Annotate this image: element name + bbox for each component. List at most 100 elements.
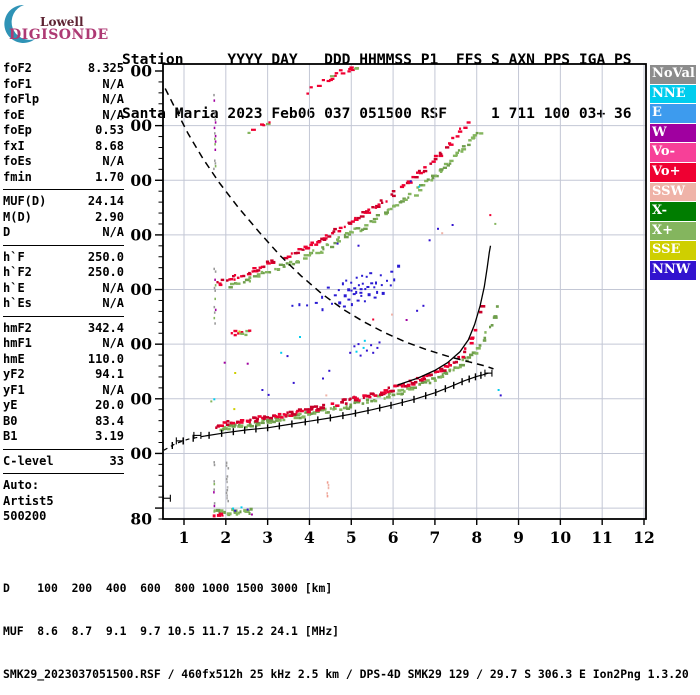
param-label: hmE <box>3 351 25 366</box>
param-row: hmE 110.0 <box>3 352 124 368</box>
y-tick-label: 200 <box>130 444 152 463</box>
param-value: 83.4 <box>95 413 124 428</box>
trace-f-omode <box>215 305 486 429</box>
y-tick-label: 600 <box>130 225 152 244</box>
param-label: fxI <box>3 138 25 153</box>
param-label: B0 <box>3 413 18 428</box>
param-label: h`Es <box>3 296 32 310</box>
param-value: N/A <box>102 296 124 310</box>
param-value: 110.0 <box>87 351 124 366</box>
param-row: MUF(D) 24.14 <box>3 194 124 210</box>
muf-frequency-row: MUF 8.6 8.7 9.1 9.7 10.5 11.7 15.2 24.1 … <box>3 624 340 639</box>
plot-grid <box>163 64 646 519</box>
param-label: fmin <box>3 169 32 184</box>
trace-hop2-omode <box>216 121 471 287</box>
param-row: Artist5 <box>3 494 124 510</box>
param-value: 250.0 <box>87 265 124 279</box>
param-row: hmF2 342.4 <box>3 321 124 337</box>
legend-item-noval: NoVal <box>650 65 696 84</box>
legend-item-nnw: NNW <box>650 260 696 280</box>
param-label: hmF2 <box>3 320 32 335</box>
legend-item-sse: SSE <box>650 241 696 260</box>
y-tick-label: 900 <box>130 62 152 81</box>
y-tick-label: 400 <box>130 335 152 354</box>
x-tick-label: 3 <box>262 528 273 547</box>
param-label: foEs <box>3 154 32 168</box>
param-value: 1.70 <box>95 169 124 184</box>
param-value: N/A <box>102 225 124 239</box>
panel-divider <box>3 189 124 190</box>
param-value: 2.90 <box>95 209 124 224</box>
ionogram-canvas: 1234567891011129008007006005004003002008… <box>130 62 655 547</box>
trace-hop3 <box>306 66 359 95</box>
param-row: foF1 N/A <box>3 77 124 93</box>
param-label: foEp <box>3 123 32 137</box>
param-row: h`F2 250.0 <box>3 265 124 281</box>
param-label: B1 <box>3 429 18 443</box>
param-value: N/A <box>102 76 124 91</box>
ionogram-plot: 1234567891011129008007006005004003002008… <box>130 55 700 555</box>
param-label: D <box>3 225 11 239</box>
param-value: 8.68 <box>95 138 124 153</box>
param-row: foEs N/A <box>3 154 124 170</box>
param-row: Auto: <box>3 478 124 494</box>
param-label: yF2 <box>3 367 25 381</box>
echo-direction-legend: NoVal NNE E W Vo- Vo+ SSW X- X+ SSE NNW <box>650 65 696 281</box>
param-row: D N/A <box>3 225 124 241</box>
param-value: 250.0 <box>87 249 124 264</box>
lowell-digisonde-logo: Lowell DIGISONDE <box>2 2 120 54</box>
param-row: yE 20.0 <box>3 398 124 414</box>
x-tick-label: 5 <box>346 528 357 547</box>
panel-divider <box>3 244 124 246</box>
param-label: MUF(D) <box>3 194 47 208</box>
trace-hop3 <box>247 121 271 134</box>
logo-text-lowell: Lowell <box>40 15 84 29</box>
legend-item-vo: Vo- <box>650 143 696 162</box>
param-label: h`F <box>3 249 25 264</box>
param-value: N/A <box>102 280 124 295</box>
header-station-values: Santa Maria 2023 Feb06 037 051500 RSF 1 … <box>122 105 632 122</box>
x-tick-label: 4 <box>304 528 315 547</box>
plot-axes: 1234567891011129008007006005004003002008… <box>130 62 655 547</box>
muf-transmission-curve <box>164 88 494 370</box>
spread-f-cluster <box>291 264 401 312</box>
param-value: N/A <box>102 154 124 168</box>
param-value: N/A <box>102 382 124 397</box>
legend-item-vo: Vo+ <box>650 162 696 182</box>
param-row: hmF1 N/A <box>3 336 124 352</box>
param-row: yF1 N/A <box>3 383 124 399</box>
param-label: yF1 <box>3 382 25 397</box>
trace-es-band-red <box>212 512 224 518</box>
param-row: M(D) 2.90 <box>3 210 124 226</box>
y-tick-label: 500 <box>130 280 152 299</box>
param-label: C-level <box>3 453 54 468</box>
param-row: foEp 0.53 <box>3 123 124 139</box>
param-label: h`E <box>3 280 25 295</box>
param-row: C-level 33 <box>3 454 124 470</box>
x-tick-label: 12 <box>633 528 655 547</box>
param-row: h`E N/A <box>3 281 124 297</box>
x-tick-label: 9 <box>513 528 524 547</box>
status-footer: D 100 200 400 600 800 1000 1500 3000 [km… <box>3 553 689 695</box>
param-value: 20.0 <box>95 398 124 412</box>
param-value: 342.4 <box>87 320 124 335</box>
param-row: foF2 8.325 <box>3 61 124 77</box>
file-info-row: SMK29_2023037051500.RSF / 460fx512h 25 k… <box>3 666 689 681</box>
x-tick-label: 1 <box>179 528 190 547</box>
param-label: Artist5 <box>3 493 54 508</box>
param-value: 0.53 <box>95 123 124 137</box>
y-tick-label: 700 <box>130 171 152 190</box>
digisonde-ionogram-app: { "logo": {"brand_top": "Lowell", "brand… <box>2 2 700 681</box>
panel-divider <box>3 473 124 474</box>
interference-columns <box>213 93 330 513</box>
x-tick-label: 6 <box>388 528 399 547</box>
param-label: foF1 <box>3 76 32 91</box>
param-row: foE N/A <box>3 108 124 124</box>
x-tick-label: 11 <box>591 528 613 547</box>
param-row: h`F 250.0 <box>3 250 124 266</box>
panel-divider <box>3 448 124 450</box>
x-tick-label: 8 <box>471 528 482 547</box>
param-label: 500200 <box>3 509 47 523</box>
param-value: 8.325 <box>87 61 124 75</box>
legend-item-w: W <box>650 123 696 143</box>
